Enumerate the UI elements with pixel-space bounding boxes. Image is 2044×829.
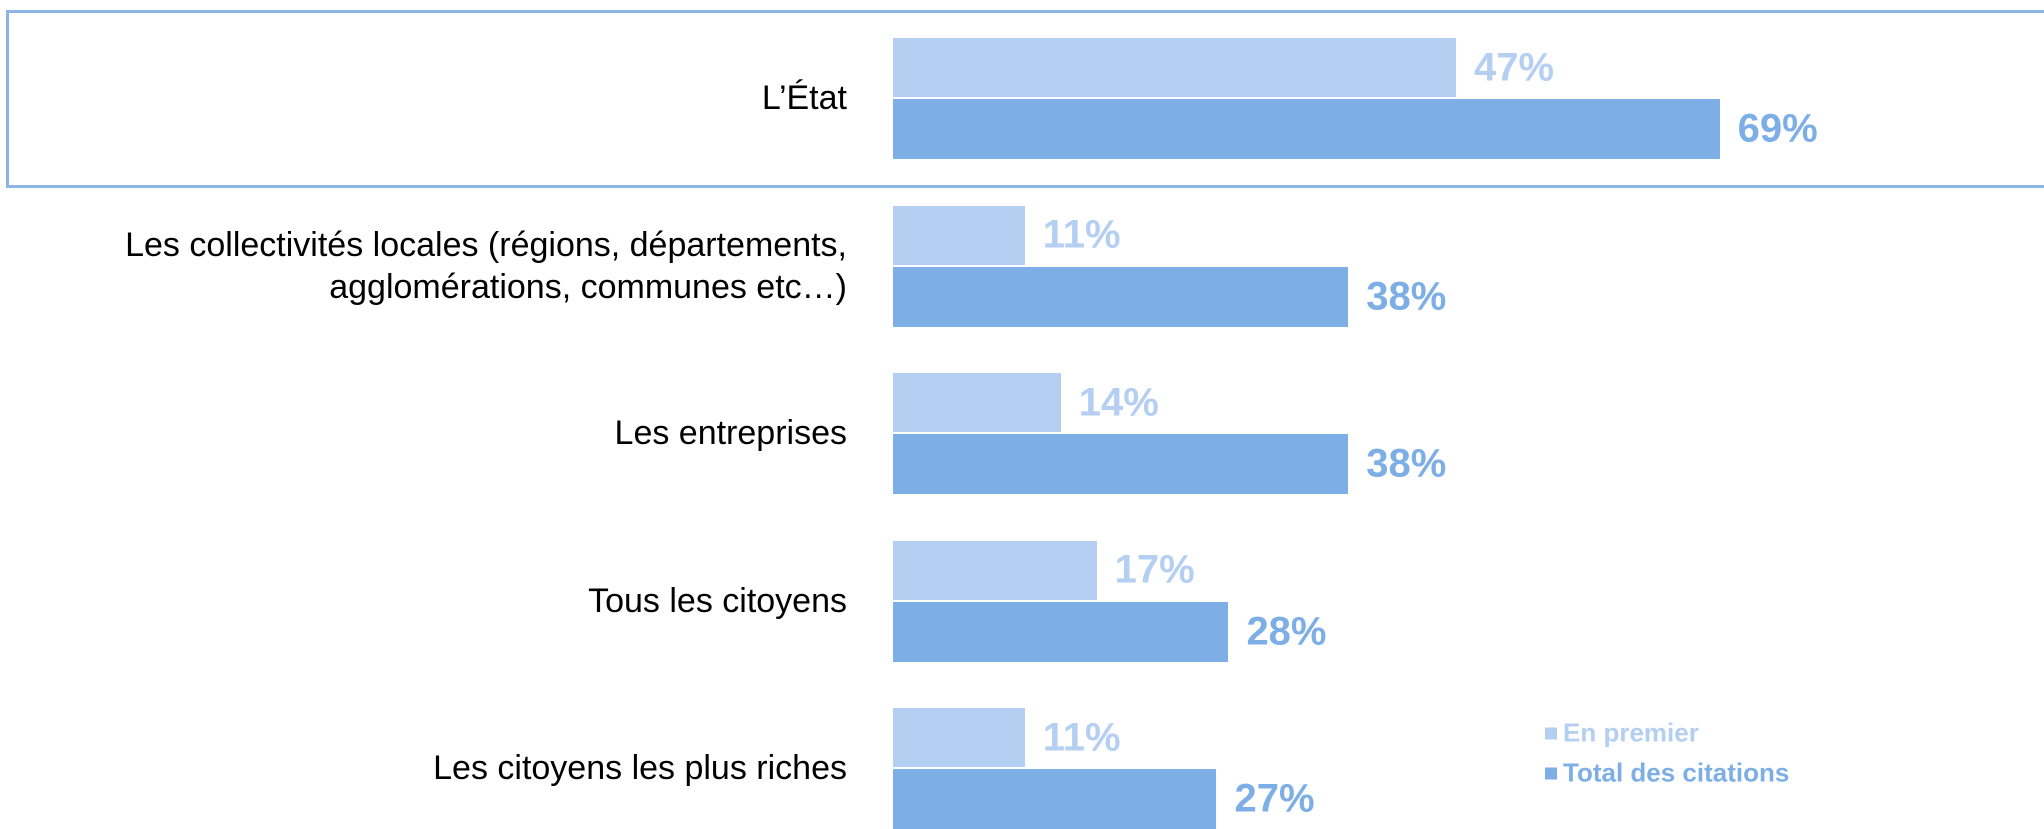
value-label: 28% [1246, 609, 1327, 653]
bar [893, 540, 1097, 600]
bar [893, 434, 1349, 494]
category-label: Les citoyens les plus riches [433, 749, 847, 787]
value-label: 27% [1234, 776, 1315, 821]
value-label: 47% [1474, 45, 1555, 89]
value-label: 17% [1114, 547, 1195, 592]
highlight-box [6, 10, 2044, 188]
category-label: Tous les citoyens [588, 581, 847, 620]
bar [893, 266, 1349, 327]
bar [893, 99, 1720, 159]
value-label: 38% [1366, 274, 1447, 318]
legend-item: En premier [1545, 718, 1699, 749]
legend-label: Total des citations [1563, 757, 1790, 788]
value-label: 11% [1042, 212, 1121, 257]
legend-item: Total des citations [1545, 758, 1789, 789]
bar [893, 38, 1457, 97]
bar [893, 205, 1025, 265]
legend-label: En premier [1563, 717, 1699, 748]
bar [893, 708, 1025, 767]
legend-swatch [1545, 767, 1557, 779]
bar [893, 769, 1217, 829]
category-label: L’État [761, 79, 847, 117]
value-label: 14% [1078, 380, 1159, 424]
legend-swatch [1545, 727, 1557, 739]
category-label: Les entreprises [614, 414, 847, 452]
category-label: Les collectivités locales (régions, dépa… [125, 225, 847, 306]
bar [893, 601, 1229, 662]
bar [893, 373, 1061, 432]
value-label: 69% [1737, 106, 1818, 151]
value-label: 38% [1366, 441, 1447, 486]
value-label: 11% [1042, 715, 1121, 759]
